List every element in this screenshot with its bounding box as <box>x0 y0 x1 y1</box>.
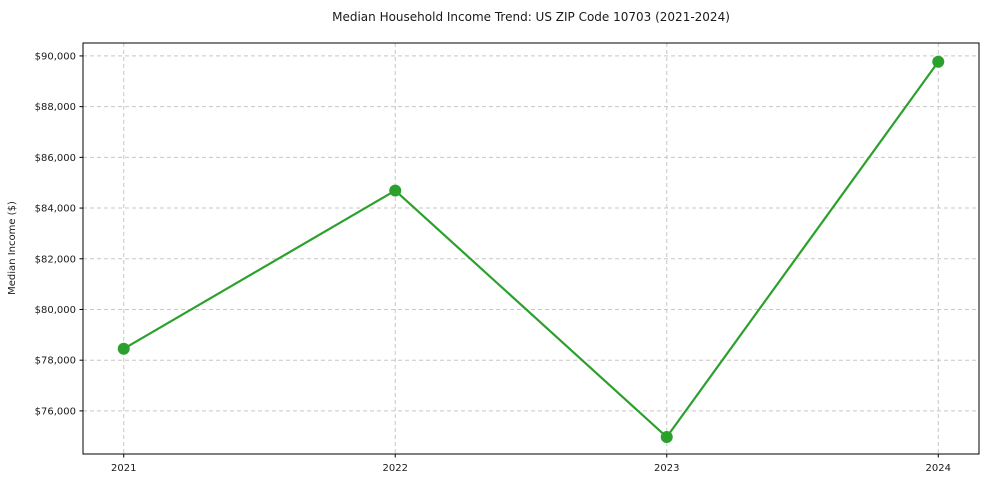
grid-layer <box>83 43 979 454</box>
y-tick-label: $80,000 <box>35 305 76 316</box>
series-layer <box>117 55 945 444</box>
y-tick-label: $86,000 <box>35 153 76 164</box>
y-tick-label: $90,000 <box>35 51 76 62</box>
chart-title: Median Household Income Trend: US ZIP Co… <box>332 10 730 24</box>
data-point-marker <box>932 55 945 68</box>
y-tick-label: $88,000 <box>35 102 76 113</box>
x-tick-label: 2021 <box>111 463 136 474</box>
tick-layer: $76,000 $78,000 $80,000 $82,000 $84,000 $86,0… <box>35 51 951 474</box>
x-tick-label: 2024 <box>926 463 951 474</box>
data-point-marker <box>117 342 130 355</box>
x-tick-label: 2023 <box>654 463 679 474</box>
y-axis-label: Median Income ($) <box>7 201 18 295</box>
y-tick-label: $84,000 <box>35 204 76 215</box>
data-point-marker <box>660 431 673 444</box>
y-tick-label: $82,000 <box>35 254 76 265</box>
data-point-marker <box>389 184 402 197</box>
x-tick-label: 2022 <box>383 463 408 474</box>
trend-line <box>122 60 940 439</box>
y-tick-label: $78,000 <box>35 356 76 367</box>
plot-border <box>82 42 980 455</box>
y-tick-label: $76,000 <box>35 406 76 417</box>
